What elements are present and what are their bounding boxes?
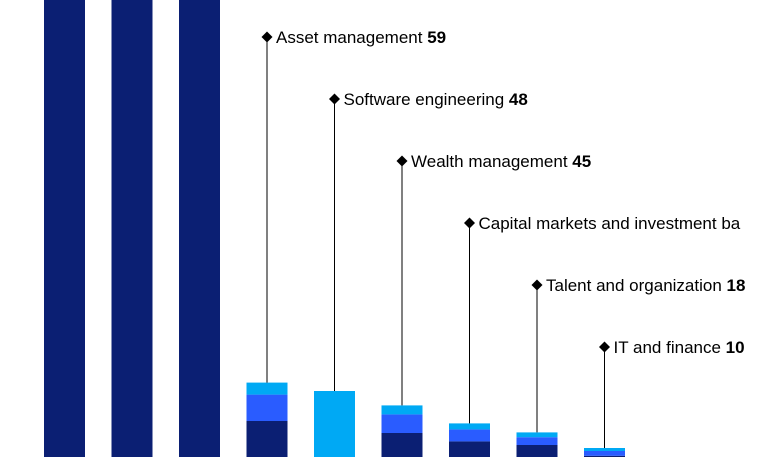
bar-segment-mid — [516, 437, 558, 445]
bar-segment-dark — [516, 445, 558, 457]
bar-segment-dark — [179, 0, 220, 457]
category-value: 48 — [504, 90, 528, 109]
bar-segment-light — [584, 448, 625, 451]
bar-segment-mid — [449, 429, 490, 442]
category-label: Wealth management 45 — [411, 152, 591, 171]
bar-segment-dark — [449, 441, 490, 457]
diamond-marker-icon — [396, 155, 408, 167]
diamond-marker-icon — [329, 93, 340, 105]
category-name: Talent and organization — [546, 276, 722, 295]
category-label: Talent and organization 18 — [546, 276, 745, 295]
category-name: IT and finance — [614, 338, 721, 357]
bar-segment-light — [516, 432, 558, 438]
bar-segment-dark — [111, 0, 153, 457]
bar-segment-mid — [381, 414, 423, 433]
category-value: 59 — [422, 28, 446, 47]
bar-segment-dark — [246, 421, 288, 457]
diamond-marker-icon — [531, 279, 543, 291]
category-label: Software engineering 48 — [344, 90, 528, 109]
category-name: Asset management — [276, 28, 423, 47]
bar-segment-dark — [584, 455, 625, 457]
category-value: 10 — [721, 338, 745, 357]
diamond-marker-icon — [464, 217, 475, 229]
category-name: Wealth management — [411, 152, 568, 171]
category-value: 18 — [722, 276, 746, 295]
category-label: IT and finance 10 — [614, 338, 745, 357]
bar-segment-light — [381, 405, 423, 415]
category-name: Software engineering — [344, 90, 505, 109]
category-label: Asset management 59 — [276, 28, 446, 47]
bar-segment-light — [314, 391, 355, 457]
diamond-marker-icon — [261, 31, 273, 43]
bar-segment-mid — [246, 394, 288, 421]
bar-segment-dark — [44, 0, 85, 457]
diamond-marker-icon — [599, 341, 610, 353]
bar-segment-dark — [381, 433, 423, 457]
bar-segment-light — [246, 382, 288, 395]
bar-segment-light — [449, 423, 490, 430]
category-label: Capital markets and investment ba — [479, 214, 741, 233]
bar-segment-mid — [584, 451, 625, 456]
category-name: Capital markets and investment ba — [479, 214, 741, 233]
category-value: 45 — [568, 152, 592, 171]
